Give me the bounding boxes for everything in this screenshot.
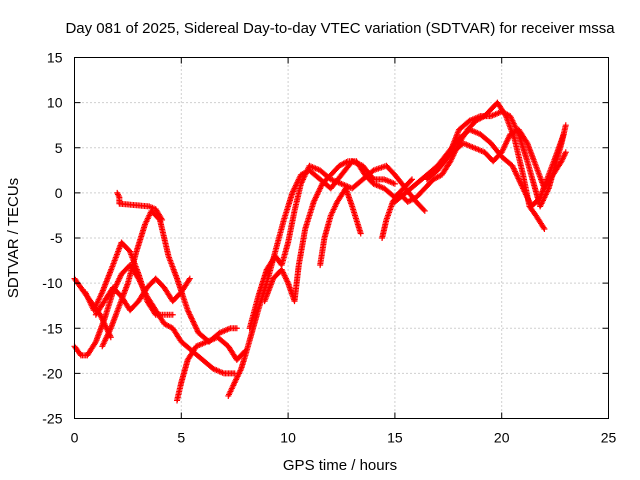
series-arc14 — [423, 108, 569, 210]
data-point — [407, 177, 414, 184]
series-arc7 — [174, 334, 249, 404]
axis-ticks — [74, 57, 609, 419]
x-tick-label: 5 — [177, 430, 185, 446]
y-tick-label: 5 — [55, 140, 63, 156]
data-point — [408, 176, 415, 183]
data-point — [159, 216, 166, 223]
series-arc15 — [438, 126, 569, 192]
y-tick-label: -15 — [42, 320, 62, 336]
series-arc11 — [317, 185, 364, 269]
data-point — [233, 325, 240, 332]
data-point — [158, 215, 165, 222]
y-tick-label: 10 — [47, 95, 63, 111]
x-tick-labels: 0 5 10 15 20 25 — [71, 430, 617, 446]
chart-title: Day 081 of 2025, Sidereal Day-to-day VTE… — [65, 20, 615, 37]
y-tick-label: -10 — [42, 275, 62, 291]
data-point — [541, 225, 548, 232]
y-tick-labels: -25 -20 -15 -10 -5 0 5 10 15 — [42, 50, 62, 427]
x-tick-label: 20 — [494, 430, 510, 446]
data-point — [391, 180, 398, 187]
y-tick-label: 15 — [47, 50, 63, 66]
y-tick-label: -5 — [50, 230, 63, 246]
x-tick-label: 15 — [387, 430, 403, 446]
x-tick-label: 0 — [71, 430, 79, 446]
data-point — [186, 275, 193, 282]
data-point — [420, 206, 427, 213]
x-axis-label: GPS time / hours — [283, 457, 397, 474]
data-point — [357, 230, 364, 237]
series-arc10 — [261, 158, 415, 305]
series-arc6 — [114, 189, 166, 223]
data-point — [562, 149, 569, 156]
y-axis-label: SDTVAR / TECUs — [5, 178, 22, 298]
data-marks — [71, 99, 569, 404]
y-tick-label: 0 — [55, 185, 63, 201]
data-point — [562, 122, 569, 129]
data-point — [540, 224, 547, 231]
series-arc12 — [379, 99, 548, 241]
y-tick-label: -20 — [42, 365, 62, 381]
series-arc8 — [225, 158, 398, 399]
data-point — [421, 207, 428, 214]
x-tick-label: 25 — [601, 430, 617, 446]
series-arc9 — [246, 162, 428, 332]
data-point — [169, 311, 176, 318]
grid-lines — [74, 57, 609, 419]
y-tick-label: -25 — [42, 411, 62, 427]
x-tick-label: 10 — [280, 430, 296, 446]
data-point — [185, 276, 192, 283]
series-arc5 — [92, 275, 193, 318]
